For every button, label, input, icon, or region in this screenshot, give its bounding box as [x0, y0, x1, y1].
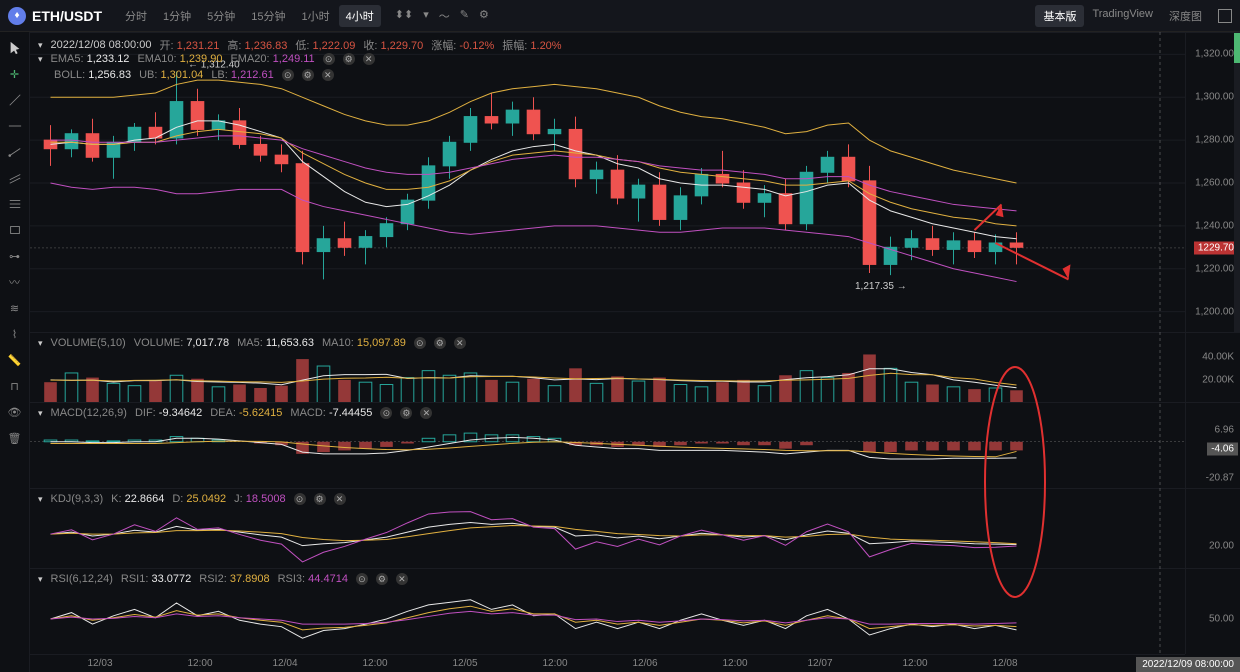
- fib-tool[interactable]: [7, 196, 23, 212]
- timeframe-分时[interactable]: 分时: [118, 5, 154, 27]
- rsi-y-axis[interactable]: 50.00: [1185, 569, 1240, 654]
- view-基本版[interactable]: 基本版: [1035, 5, 1084, 27]
- chart-main: ▾ 2022/12/08 08:00:00 开: 1,231.21 高: 1,2…: [30, 32, 1240, 672]
- volume-panel: ▾ VOLUME(5,10) VOLUME: 7,017.78 MA5: 11,…: [30, 332, 1240, 402]
- ema-settings-icon[interactable]: ⚙: [343, 53, 355, 65]
- macd-close-icon[interactable]: ✕: [420, 407, 432, 419]
- crosshair-date: 2022/12/09 08:00:00: [1136, 657, 1240, 672]
- macd-panel: ▾ MACD(12,26,9) DIF: -9.34642 DEA: -5.62…: [30, 402, 1240, 488]
- ray-tool[interactable]: [7, 144, 23, 160]
- view-switcher: 基本版TradingView深度图: [1035, 5, 1232, 27]
- svg-text:1,217.35 →: 1,217.35 →: [855, 281, 907, 292]
- timeframe-5分钟[interactable]: 5分钟: [200, 5, 242, 27]
- symbol[interactable]: ♦ ETH/USDT: [8, 7, 102, 25]
- channel-tool[interactable]: [7, 170, 23, 186]
- settings-icon[interactable]: ⚙: [479, 8, 489, 24]
- macd-visible-icon[interactable]: ⊙: [380, 407, 392, 419]
- macd-y-axis[interactable]: 6.96-20.87-4.06: [1185, 403, 1240, 488]
- indicator-icon[interactable]: 〜: [439, 8, 450, 24]
- ema-close-icon[interactable]: ✕: [363, 53, 375, 65]
- vol-visible-icon[interactable]: ⊙: [414, 337, 426, 349]
- kdj-y-axis[interactable]: 20.00: [1185, 489, 1240, 568]
- kdj-visible-icon[interactable]: ⊙: [294, 493, 306, 505]
- chart-tools-top: ⬍⬍ ▾ 〜 ✎ ⚙: [395, 8, 489, 24]
- wave-tool[interactable]: 〰: [7, 274, 23, 290]
- collapse-ohlc[interactable]: ▾: [38, 40, 43, 51]
- price-panel: ▾ 2022/12/08 08:00:00 开: 1,231.21 高: 1,2…: [30, 32, 1240, 332]
- magnet-tool[interactable]: ⊓: [7, 378, 23, 394]
- eth-icon: ♦: [8, 7, 26, 25]
- timeframe-1小时[interactable]: 1小时: [295, 5, 337, 27]
- text-tool[interactable]: ⌇: [7, 326, 23, 342]
- ema-visible-icon[interactable]: ⊙: [323, 53, 335, 65]
- price-y-axis[interactable]: 1,200.001,220.001,240.001,260.001,280.00…: [1185, 33, 1240, 332]
- timeframe-1分钟[interactable]: 1分钟: [156, 5, 198, 27]
- view-TradingView[interactable]: TradingView: [1084, 5, 1161, 27]
- pattern-tool[interactable]: ≋: [7, 300, 23, 316]
- eye-tool[interactable]: 👁: [7, 404, 23, 420]
- rsi-settings-icon[interactable]: ⚙: [376, 573, 388, 585]
- hline-tool[interactable]: [7, 118, 23, 134]
- collapse-ema[interactable]: ▾: [38, 54, 43, 65]
- drawing-toolbar: ✛ ⊶ 〰 ≋ ⌇ 📏 ⊓ 👁 🗑: [0, 32, 30, 672]
- vol-close-icon[interactable]: ✕: [454, 337, 466, 349]
- candle-type-icon[interactable]: ⬍⬍: [395, 8, 413, 24]
- timeframe-tabs: 分时1分钟5分钟15分钟1小时4小时: [118, 5, 381, 27]
- symbol-text: ETH/USDT: [32, 8, 102, 24]
- cursor-tool[interactable]: [7, 40, 23, 56]
- trendline-tool[interactable]: [7, 92, 23, 108]
- rsi-panel: ▾ RSI(6,12,24) RSI1: 33.0772 RSI2: 37.89…: [30, 568, 1240, 654]
- kdj-settings-icon[interactable]: ⚙: [314, 493, 326, 505]
- boll-visible-icon[interactable]: ⊙: [282, 69, 294, 81]
- fullscreen-icon[interactable]: [1218, 9, 1232, 23]
- crosshair-tool[interactable]: ✛: [7, 66, 23, 82]
- rsi-visible-icon[interactable]: ⊙: [356, 573, 368, 585]
- boll-settings-icon[interactable]: ⚙: [302, 69, 314, 81]
- boll-close-icon[interactable]: ✕: [322, 69, 334, 81]
- collapse-kdj[interactable]: ▾: [38, 494, 43, 505]
- dropdown-icon[interactable]: ▾: [423, 8, 429, 24]
- macd-settings-icon[interactable]: ⚙: [400, 407, 412, 419]
- timeframe-4小时[interactable]: 4小时: [339, 5, 381, 27]
- edit-icon[interactable]: ✎: [460, 8, 469, 24]
- kdj-panel: ▾ KDJ(9,3,3) K: 22.8664 D: 25.0492 J: 18…: [30, 488, 1240, 568]
- kdj-close-icon[interactable]: ✕: [334, 493, 346, 505]
- hline2-tool[interactable]: ⊶: [7, 248, 23, 264]
- collapse-macd[interactable]: ▾: [38, 408, 43, 419]
- trash-tool[interactable]: 🗑: [7, 430, 23, 446]
- collapse-rsi[interactable]: ▾: [38, 574, 43, 585]
- collapse-vol[interactable]: ▾: [38, 338, 43, 349]
- ruler-tool[interactable]: 📏: [7, 352, 23, 368]
- view-深度图[interactable]: 深度图: [1161, 5, 1210, 27]
- vol-settings-icon[interactable]: ⚙: [434, 337, 446, 349]
- x-axis[interactable]: 12/0312:0012/0412:0012/0512:0012/0612:00…: [30, 654, 1185, 672]
- rect-tool[interactable]: [7, 222, 23, 238]
- scroll-thumb[interactable]: [1234, 33, 1240, 63]
- timeframe-15分钟[interactable]: 15分钟: [244, 5, 292, 27]
- volume-y-axis[interactable]: 20.00K40.00K: [1185, 333, 1240, 402]
- ohlc-time: 2022/12/08 08:00:00: [51, 39, 152, 51]
- rsi-close-icon[interactable]: ✕: [396, 573, 408, 585]
- topbar: ♦ ETH/USDT 分时1分钟5分钟15分钟1小时4小时 ⬍⬍ ▾ 〜 ✎ ⚙…: [0, 0, 1240, 32]
